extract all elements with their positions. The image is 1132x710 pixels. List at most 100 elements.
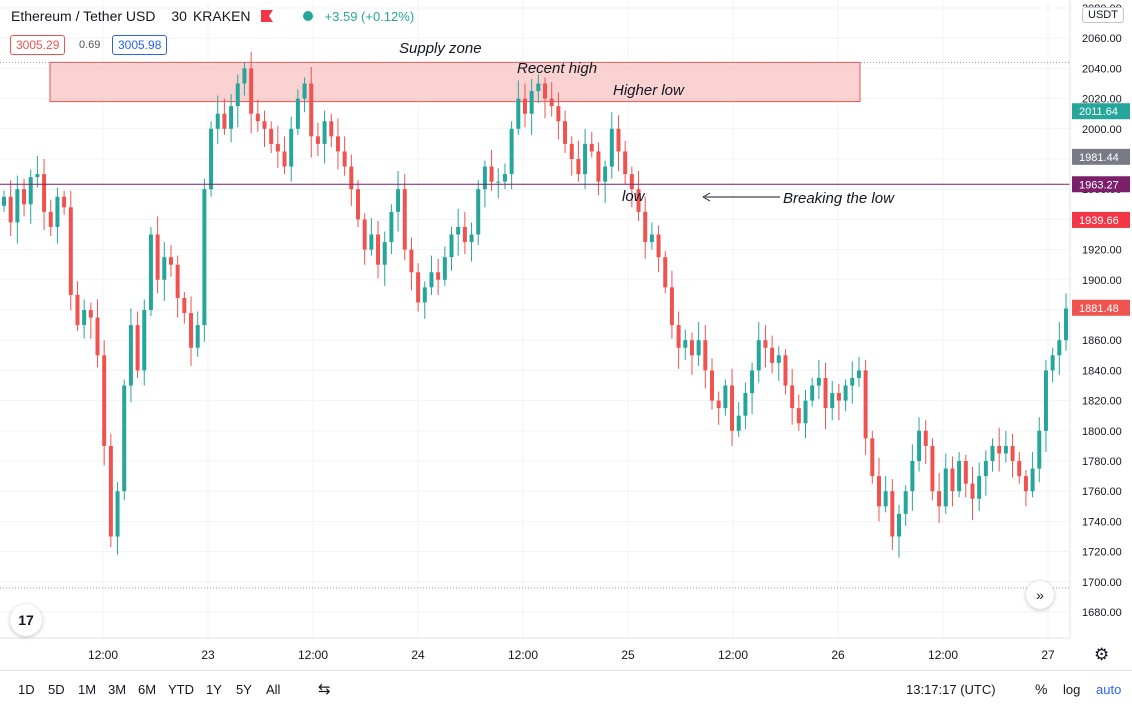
candle-body (102, 355, 107, 446)
candle-body (950, 468, 955, 492)
x-tick-label: 12:00 (718, 648, 748, 662)
auto-toggle[interactable]: auto (1096, 682, 1122, 697)
candle-body (863, 370, 868, 439)
candle-body (229, 106, 234, 129)
y-tick-label: 1840.00 (1082, 365, 1122, 377)
timeframe-1y[interactable]: 1Y (206, 682, 222, 697)
timeframe-1m[interactable]: 1M (78, 682, 97, 697)
candle-body (816, 377, 821, 386)
candle-body (482, 166, 487, 190)
candle-body (656, 234, 661, 258)
candle-body (322, 121, 327, 144)
interval-label[interactable]: 30 (171, 8, 187, 24)
x-tick-label: 12:00 (928, 648, 958, 662)
supply-zone (49, 61, 861, 103)
timeframe-1d[interactable]: 1D (18, 682, 35, 697)
log-toggle[interactable]: log (1063, 682, 1081, 697)
timeframe-3m[interactable]: 3M (108, 682, 127, 697)
candle-body (790, 385, 795, 409)
y-tick-label: 1780.00 (1082, 456, 1122, 468)
price-chart[interactable]: 1680.00 1700.00 1720.00 1740.00 1760.00 1780.… (0, 0, 1132, 670)
symbol-legend: Ethereum / Tether USD 30 KRAKEN +3.59 (+… (11, 8, 414, 24)
candle-body (529, 91, 534, 114)
candle-body (596, 151, 601, 182)
price-label-text: 1963.27 (1079, 179, 1119, 191)
candle-body (122, 385, 127, 492)
candle-body (543, 83, 548, 99)
candle-body (937, 491, 942, 507)
y-tick-label: 1800.00 (1082, 426, 1122, 438)
x-tick-label: 26 (831, 648, 845, 662)
y-tick-label: 1860.00 (1082, 335, 1122, 347)
candle-body (329, 121, 334, 137)
candle-body (396, 189, 401, 212)
candle-body (603, 166, 608, 182)
clock[interactable]: 13:17:17 (UTC) (906, 682, 996, 697)
candle-body (356, 189, 360, 220)
tradingview-logo-icon[interactable]: 17 (10, 604, 42, 636)
candle-body (723, 385, 728, 409)
scroll-to-realtime-icon[interactable]: » (1026, 581, 1054, 609)
candle-body (763, 340, 768, 348)
gear-icon[interactable]: ⚙ (1094, 645, 1110, 664)
flag-icon[interactable] (260, 10, 273, 22)
timeframe-all[interactable]: All (266, 682, 281, 697)
candle-body (576, 159, 581, 175)
candle-body (703, 340, 708, 371)
candle-body (95, 317, 100, 356)
candle-body (135, 325, 140, 371)
candle-body (649, 234, 654, 243)
y-tick-label: 1820.00 (1082, 396, 1122, 408)
candle-body (249, 68, 254, 114)
candle-body (68, 207, 73, 295)
candle-body (516, 98, 521, 129)
candle-body (856, 370, 861, 378)
spread-value: 0.69 (79, 39, 101, 51)
candle-body (436, 272, 441, 280)
candle-body (616, 128, 621, 152)
candle-body (142, 310, 147, 371)
candle-body (402, 189, 407, 250)
timeframe-6m[interactable]: 6M (138, 682, 157, 697)
bid-price[interactable]: 3005.29 (10, 35, 66, 55)
candle-body (282, 151, 287, 167)
candle-body (42, 174, 47, 212)
candle-body (583, 143, 588, 175)
candle-body (910, 461, 915, 492)
timeframe-5d[interactable]: 5D (48, 682, 65, 697)
candle-body (997, 445, 1002, 454)
timeframe-5y[interactable]: 5Y (236, 682, 252, 697)
candle-body (683, 340, 688, 348)
candle-body (148, 234, 153, 310)
exchange-label[interactable]: KRAKEN (192, 8, 251, 24)
candle-body (836, 393, 841, 401)
candle-body (1023, 476, 1028, 492)
candle-body (1043, 370, 1048, 431)
candle-body (469, 234, 474, 243)
percent-toggle[interactable]: % (1035, 681, 1048, 697)
candle-body (82, 310, 87, 326)
price-axis: 1680.00 1700.00 1720.00 1740.00 1760.00 1780.… (0, 0, 1130, 639)
candle-body (88, 310, 93, 318)
symbol-name[interactable]: Ethereum / Tether USD (11, 8, 156, 24)
candle-body (489, 166, 494, 182)
x-tick-label: 27 (1041, 648, 1055, 662)
candle-body (162, 257, 167, 280)
timeframe-ytd[interactable]: YTD (168, 682, 194, 697)
candle-body (476, 189, 481, 235)
price-label-text: 1939.66 (1079, 215, 1119, 227)
candle-body (990, 445, 995, 461)
y-tick-label: 1920.00 (1082, 245, 1122, 257)
annotations: Supply zone Recent high Higher low low Break… (399, 40, 895, 207)
y-tick-label: 1760.00 (1082, 486, 1122, 498)
currency-button[interactable]: USDT (1082, 7, 1124, 23)
candle-body (202, 189, 207, 326)
candle-body (1050, 355, 1055, 371)
candle-body (209, 128, 214, 190)
candle-body (663, 257, 668, 288)
candle-body (409, 249, 414, 273)
candle-body (222, 113, 227, 129)
candle-body (195, 325, 200, 348)
date-range-icon[interactable]: ⇆ (318, 681, 331, 698)
ask-price[interactable]: 3005.98 (112, 35, 168, 55)
